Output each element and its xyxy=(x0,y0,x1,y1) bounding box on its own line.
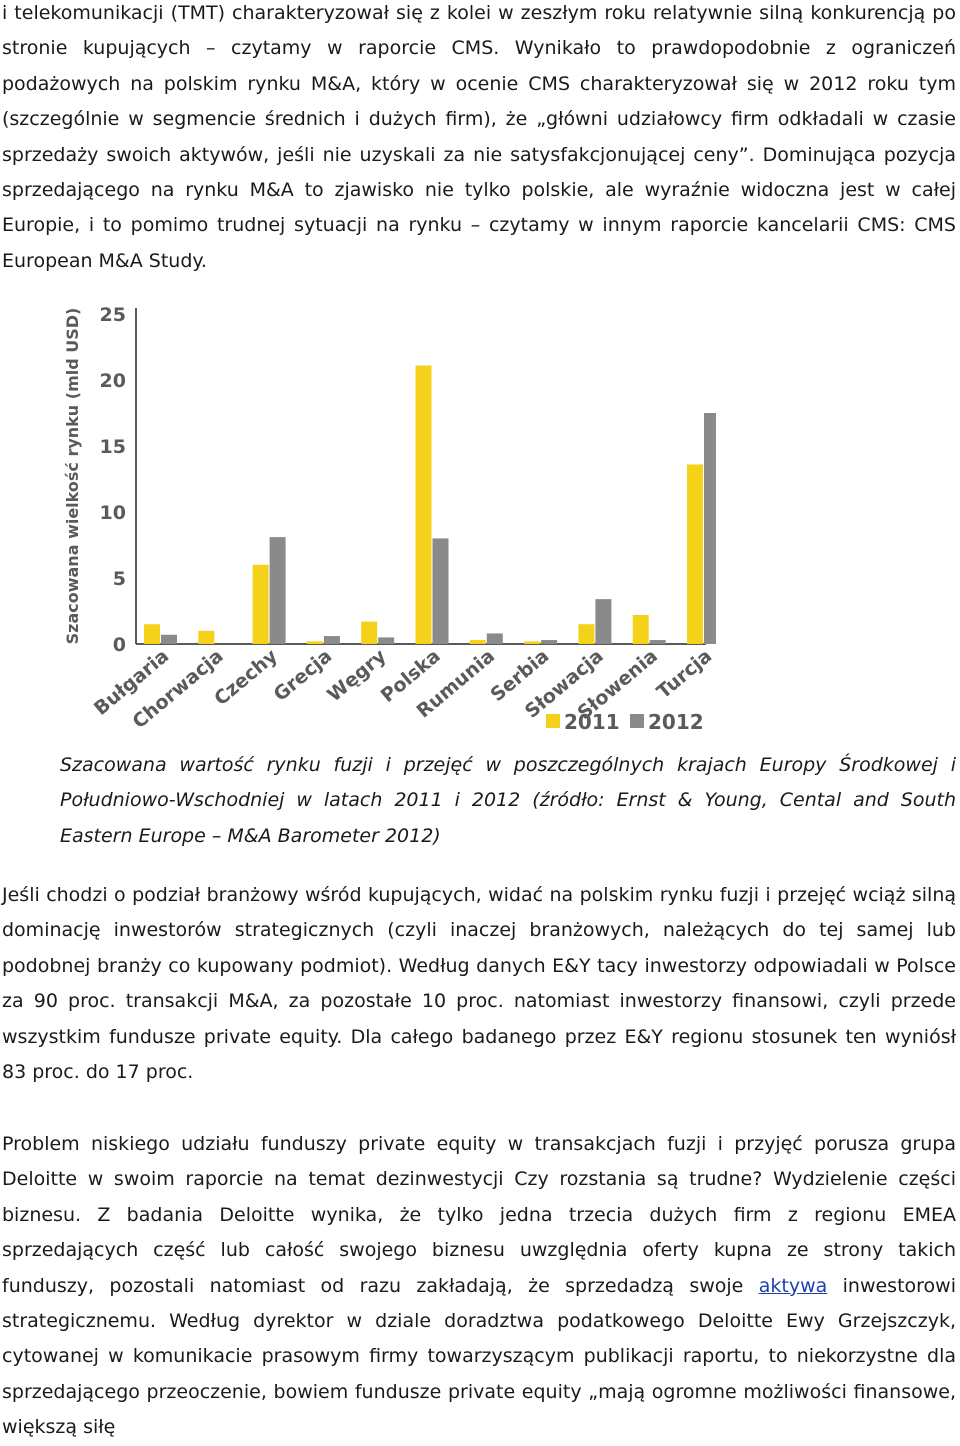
article-paragraph-1: i telekomunikacji (TMT) charakteryzował … xyxy=(2,2,956,272)
article-paragraph-3: Problem niskiego udziału funduszy privat… xyxy=(2,1127,956,1446)
bar-2012 xyxy=(432,538,449,644)
legend-swatch xyxy=(630,714,644,728)
bar-2012 xyxy=(269,537,286,644)
bar-2012 xyxy=(649,640,666,644)
bar-2012 xyxy=(161,634,177,644)
bar-2011 xyxy=(524,641,541,644)
chart-caption: Szacowana wartość rynku fuzji i przejęć … xyxy=(60,754,956,847)
y-axis-title-text: Szacowana wielkość rynku (mld USD) xyxy=(63,308,82,645)
bar-2012 xyxy=(486,633,503,644)
bar-2011 xyxy=(687,464,703,644)
y-tick-label: 20 xyxy=(100,370,126,392)
x-axis-category-labels: BułgariaChorwacjaCzechyGrecjaWęgryPolska… xyxy=(90,645,716,734)
bar-2012 xyxy=(541,640,558,644)
x-category-label: Węgry xyxy=(323,645,391,707)
bar-2011 xyxy=(361,621,378,644)
paragraph-3-text-start: Problem niskiego udziału funduszy privat… xyxy=(2,1133,956,1297)
article-paragraph-2: Jeśli chodzi o podział branżowy wśród ku… xyxy=(2,884,956,1084)
bar-2011 xyxy=(306,641,323,644)
bar-2011 xyxy=(144,624,160,644)
bar-2011 xyxy=(632,614,649,644)
bar-2012 xyxy=(323,636,340,644)
legend-label: 2012 xyxy=(648,710,704,734)
bar-2011 xyxy=(415,365,432,644)
y-tick-label: 10 xyxy=(100,502,126,524)
ma-market-bar-chart: Szacowana wielkość rynku (mld USD) 0 5 10 1… xyxy=(63,304,716,734)
bar-2011 xyxy=(469,640,486,644)
bar-2011 xyxy=(578,624,595,644)
bar-2011 xyxy=(252,564,269,644)
paragraph-3-text-end: inwestorowi strategicznemu. Według dyrek… xyxy=(2,1274,956,1439)
y-axis-title: Szacowana wielkość rynku (mld USD) xyxy=(63,308,82,645)
legend-swatch xyxy=(546,714,560,728)
bar-2012 xyxy=(378,637,395,644)
chart-bars xyxy=(144,365,716,644)
aktywa-link[interactable]: aktywa xyxy=(758,1274,828,1297)
y-tick-label: 25 xyxy=(100,304,126,326)
y-tick-label: 5 xyxy=(113,568,126,590)
bar-2012 xyxy=(595,599,612,644)
y-axis-ticks: 0 5 10 15 20 25 xyxy=(100,304,126,656)
chart-legend: 2011 2012 xyxy=(546,710,704,734)
legend-label: 2011 xyxy=(564,710,620,734)
x-category-label: Turcja xyxy=(653,645,716,703)
bar-2012 xyxy=(704,413,716,644)
y-tick-label: 15 xyxy=(100,436,126,458)
x-category-label: Grecja xyxy=(270,645,337,706)
bar-2011 xyxy=(198,630,215,644)
y-tick-label: 0 xyxy=(113,634,126,656)
